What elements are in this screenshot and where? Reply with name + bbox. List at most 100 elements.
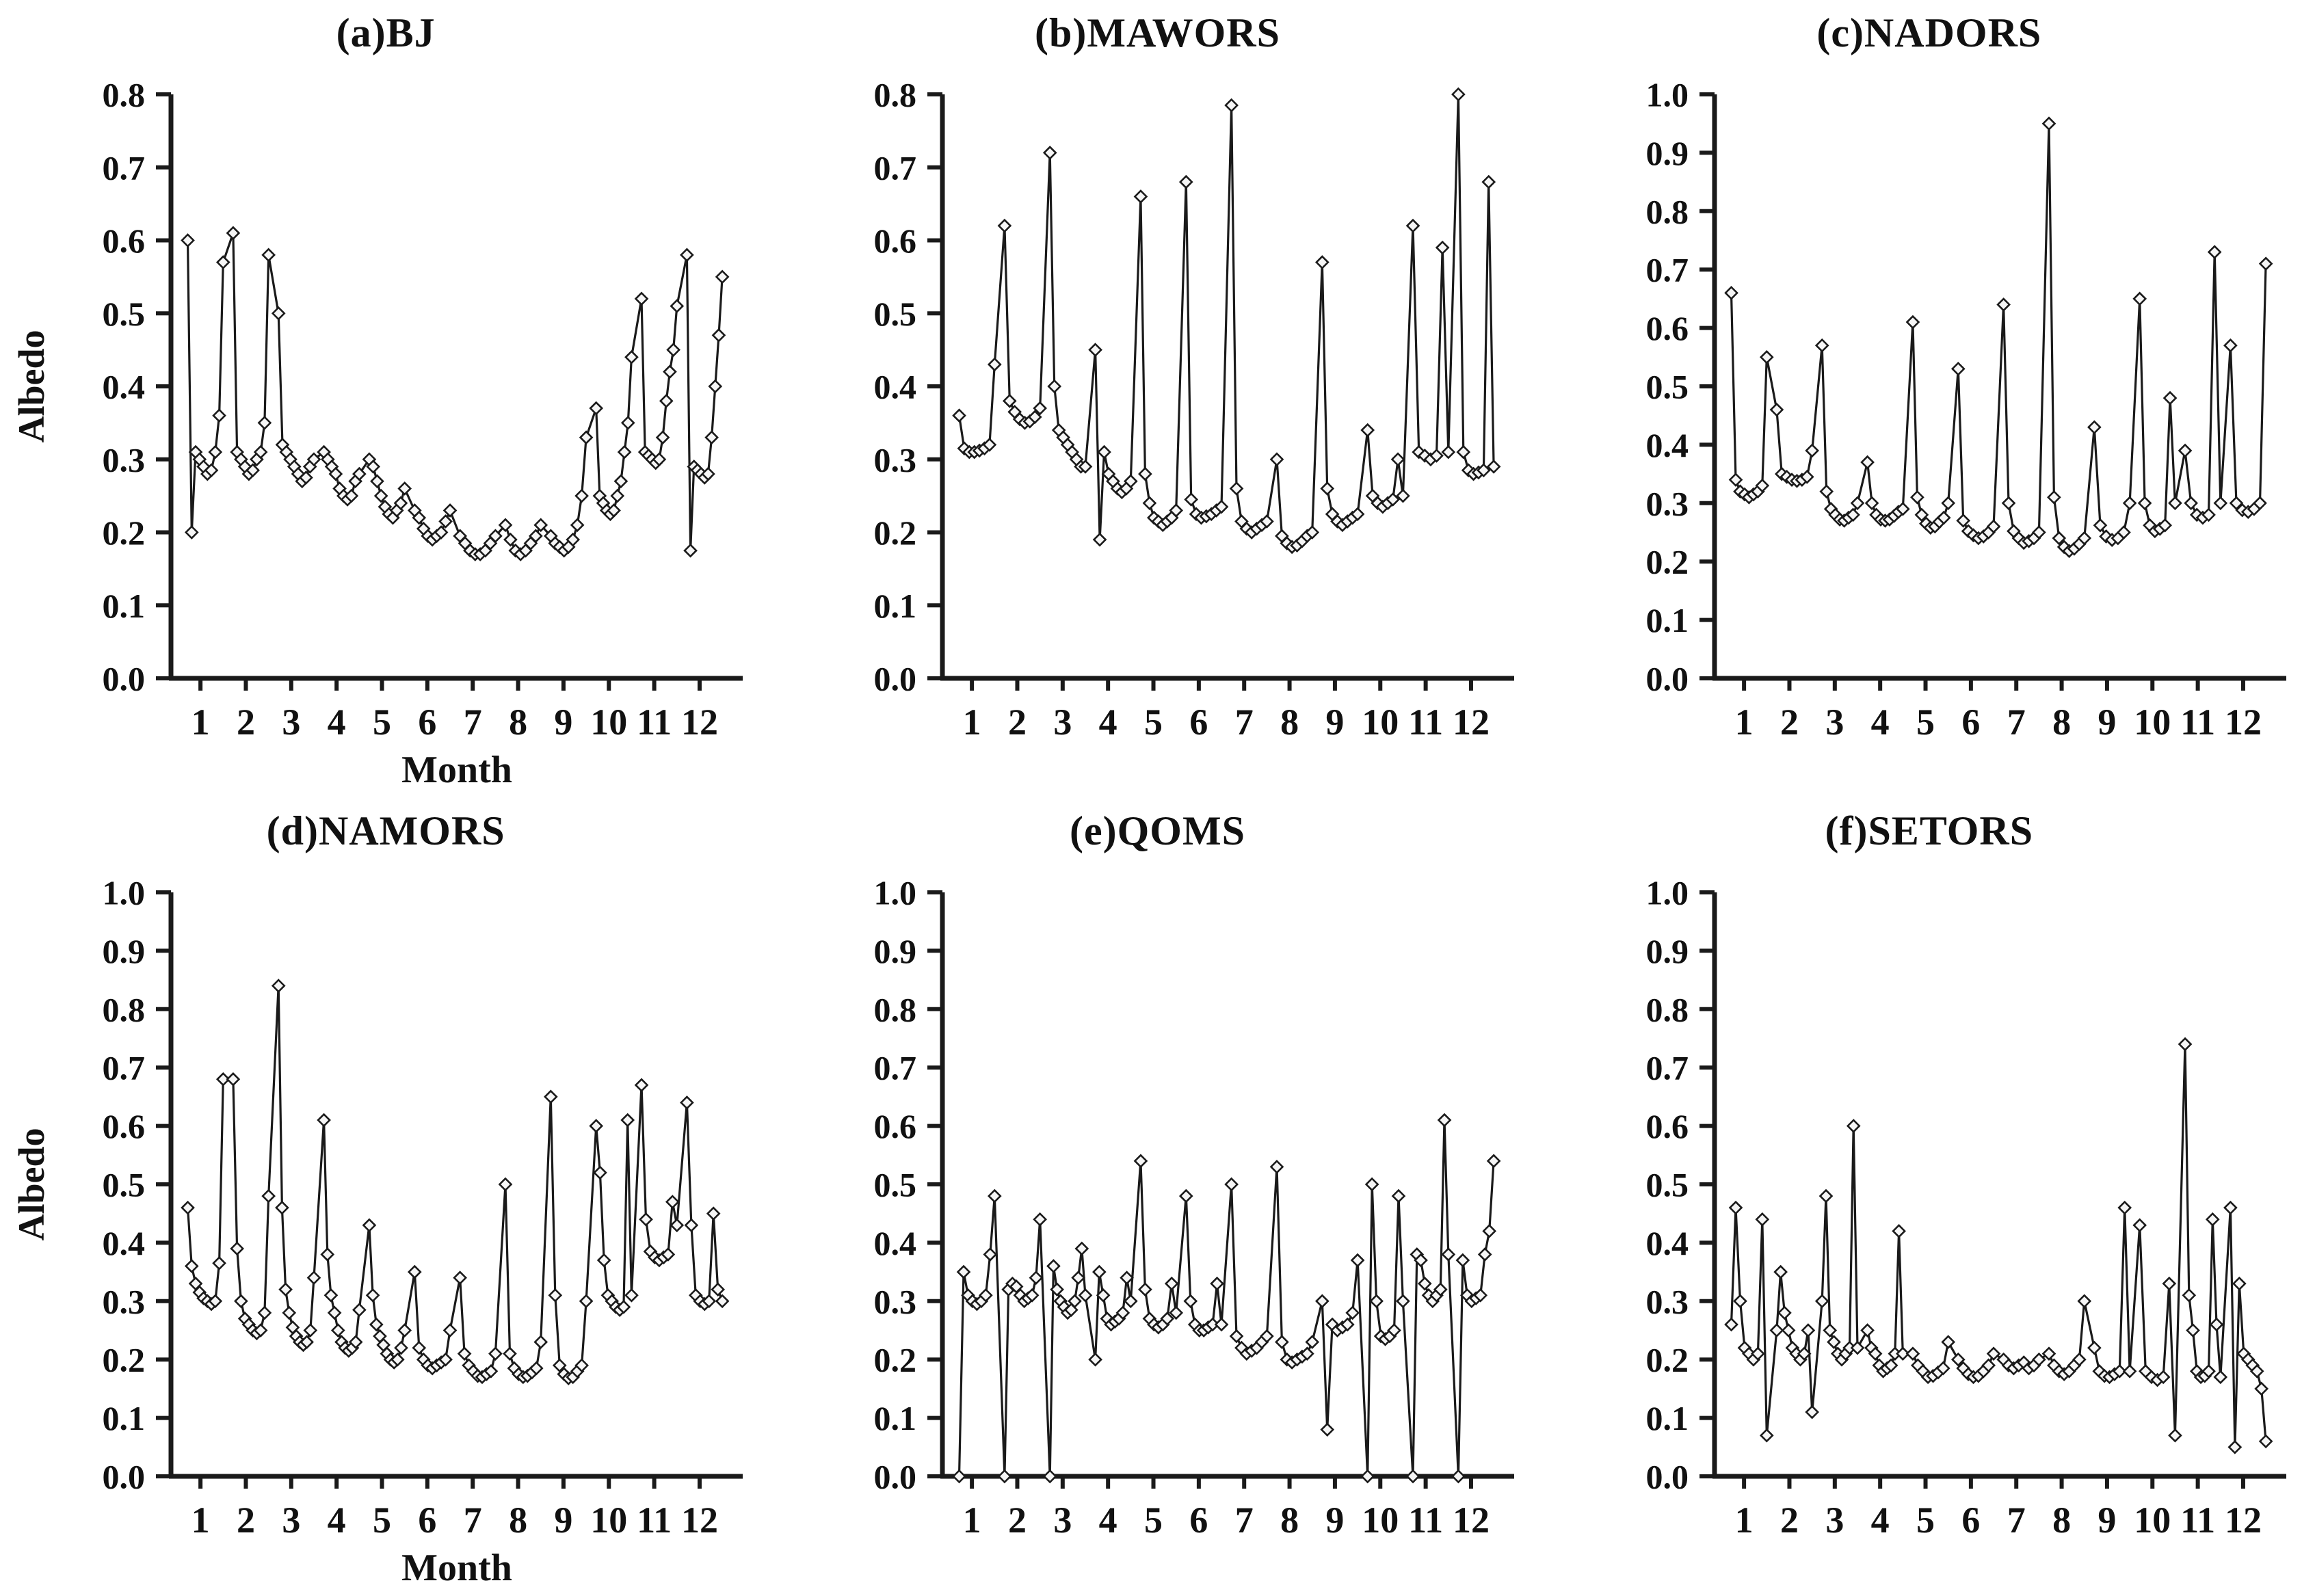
data-point-marker [1797,1346,1812,1361]
y-tick-label: 0.1 [1645,601,1689,639]
x-tick-label: 3 [1054,1500,1072,1541]
panel-b-title: (b)MAWORS [1034,10,1280,55]
data-point-marker [1179,174,1194,189]
series-line [187,985,724,1380]
y-axis-ticks: 0.0 0.1 0.2 0.3 0.4 0.5 0.6 0.7 0.8 [874,76,943,698]
data-point-marker [593,1165,607,1180]
panel-a: (a)BJ 0.0 0.1 0.2 0.3 0.4 0.5 0.6 0.7 0.8 1 2 3 4 5 6 7… [0,0,771,798]
data-point-marker [1215,1317,1229,1332]
x-tick-label: 6 [419,1500,437,1541]
data-point-marker [1124,1294,1139,1309]
data-point-marker [1138,1282,1153,1297]
y-axis-ticks: 0.0 0.1 0.2 0.3 0.4 0.5 0.6 0.7 0.8 0.9 1.0 [1645,874,1715,1496]
data-point-marker [957,1264,971,1279]
y-tick-label: 0.0 [874,660,917,698]
x-tick-label: 1 [963,1500,981,1541]
y-tick-label: 0.9 [1645,134,1689,172]
x-tick-label: 7 [1235,1500,1254,1541]
data-point-marker [529,1361,544,1376]
data-point-marker [208,1294,223,1309]
data-point-marker [498,1177,513,1192]
y-tick-label: 0.7 [1645,1049,1689,1087]
x-tick-label: 10 [1362,1500,1399,1541]
data-point-marker [1986,1346,2001,1361]
data-point-marker [2087,420,2102,435]
x-tick-label: 5 [1916,1500,1935,1541]
data-point-marker [1850,496,1865,511]
data-point-marker [1369,1294,1384,1309]
data-point-marker [661,1247,676,1262]
x-tick-label: 10 [590,1500,627,1541]
data-point-marker [299,470,313,485]
x-tick-label: 7 [2007,702,2026,743]
y-tick-label: 0.4 [103,1224,146,1262]
x-tick-label: 5 [373,702,391,743]
data-point-marker [1941,496,1955,511]
data-point-marker [711,1282,726,1297]
data-point-marker [589,401,604,416]
y-axis-ticks: 0.0 0.1 0.2 0.3 0.4 0.5 0.6 0.7 0.8 0.9 1.0 [1645,76,1715,698]
x-tick-label: 2 [237,1500,255,1541]
data-point-marker [257,1305,272,1320]
data-point-marker [1481,174,1496,189]
data-point-marker [2117,1200,2132,1215]
data-point-marker [1088,1352,1103,1367]
y-tick-label: 0.2 [103,1341,146,1379]
data-point-marker [1224,98,1239,113]
y-tick-label: 0.3 [874,440,917,479]
x-axis-ticks: 1 2 3 4 5 6 7 8 9 10 11 12 [191,678,718,743]
data-point-marker [607,503,622,518]
data-point-marker [306,452,321,467]
x-tick-label: 4 [328,702,346,743]
data-point-marker [1160,1312,1175,1326]
y-tick-label: 0.6 [874,1107,917,1145]
data-point-marker [317,1113,332,1128]
data-point-marker [1814,338,1829,353]
data-point-marker [282,1305,297,1320]
data-point-marker [412,1340,427,1355]
x-tick-label: 9 [1326,1500,1345,1541]
data-point-marker [1183,1294,1198,1309]
panel-b-chart: 0.00.10.20.30.40.50.60.70.81 2 3 4 5 6 7 8 9 10 11… [874,76,1515,743]
data-point-marker [988,357,1003,372]
y-tick-label: 0.6 [874,222,917,260]
data-point-marker [533,518,548,533]
data-point-marker [208,444,223,460]
data-point-marker [2201,507,2216,522]
data-point-marker [1320,481,1335,496]
y-tick-label: 0.3 [103,1282,146,1320]
data-point-marker [1759,1428,1774,1443]
x-tick-label: 12 [681,702,718,743]
y-tick-label: 0.2 [1645,543,1689,581]
data-point-marker [952,408,967,423]
y-tick-label: 0.8 [874,76,917,114]
x-tick-label: 12 [2225,702,2262,743]
panel-d: (d)NAMORS 0.0 0.1 0.2 0.3 0.4 0.5 0.6 0.7 0.8 0.9… [0,798,771,1596]
data-point-marker [1860,455,1875,470]
data-point-marker [1418,1276,1433,1291]
data-point-marker [1074,1241,1089,1256]
x-tick-label: 5 [1916,702,1935,743]
data-point-marker [1396,1294,1411,1309]
data-point-marker [1093,532,1107,547]
data-point-marker [1819,484,1834,499]
data-point-marker [246,463,261,478]
y-tick-label: 0.9 [103,932,146,970]
x-tick-label: 3 [282,1500,300,1541]
data-point-marker [2205,1212,2220,1227]
data-point-marker [2249,1364,2264,1379]
data-point-marker [1033,401,1048,416]
x-tick-label: 11 [637,702,672,743]
x-tick-label: 9 [2098,1500,2116,1541]
y-tick-label: 0.2 [1645,1341,1689,1379]
data-point-marker [2132,1218,2147,1233]
data-point-marker [1473,1288,1488,1303]
data-point-marker [397,1323,412,1338]
x-tick-label: 1 [1734,702,1753,743]
data-point-marker [352,466,367,481]
y-axis-ticks: 0.0 0.1 0.2 0.3 0.4 0.5 0.6 0.7 0.8 [103,76,172,698]
data-point-marker [303,1323,318,1338]
data-point-marker [655,430,670,445]
y-tick-label: 0.1 [103,1399,146,1437]
data-point-marker [1478,1247,1493,1262]
